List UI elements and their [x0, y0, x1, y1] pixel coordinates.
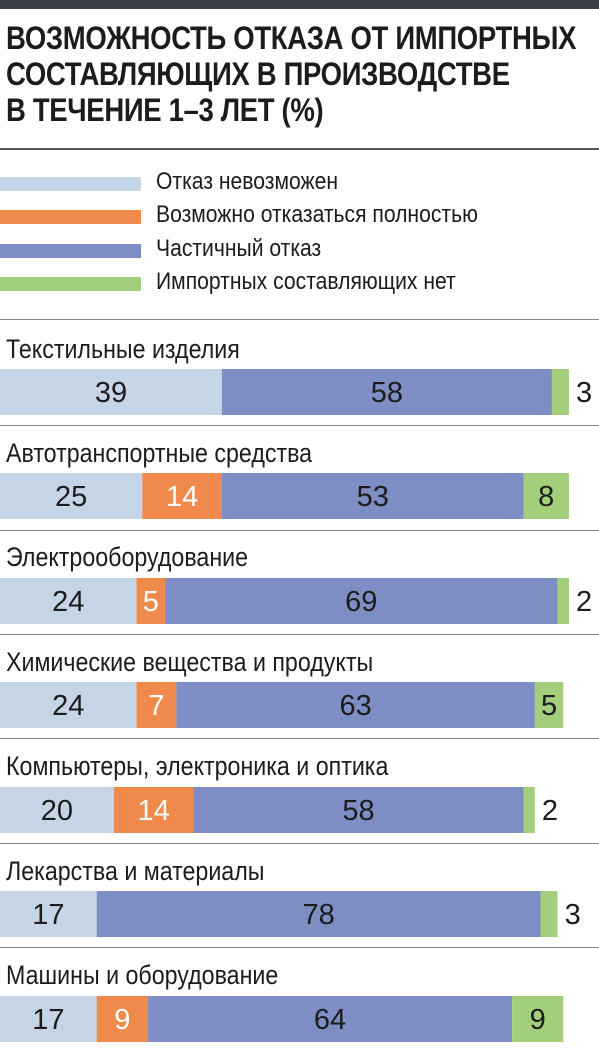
data-label-partial: 78	[303, 899, 335, 931]
row-divider	[0, 425, 599, 426]
bar-segment-full	[142, 473, 222, 519]
data-label-none: 8	[538, 481, 554, 513]
legend-item-partial: Частичный отказ	[0, 232, 599, 262]
category-label-vehicles: Автотранспортные средства	[6, 438, 313, 468]
legend-label-full: Возможно отказаться полностью	[156, 201, 478, 228]
chart-title-line-2: СОСТАВЛЯЮЩИХ В ПРОИЗВОДСТВЕ	[6, 56, 510, 92]
data-label-full: 14	[166, 481, 198, 513]
data-label-none: 3	[565, 899, 581, 931]
bar-segment-partial	[176, 682, 535, 728]
row-divider	[0, 843, 599, 844]
bar-segment-partial	[147, 996, 513, 1042]
bar-segment-impossible	[0, 369, 222, 415]
category-label-pharma: Лекарства и материалы	[6, 856, 265, 886]
legend-swatch-full	[0, 210, 141, 224]
data-label-impossible: 17	[32, 899, 64, 931]
legend-swatch-impossible	[0, 177, 141, 191]
bar-segment-none	[512, 996, 564, 1042]
bar-segment-partial	[165, 578, 558, 624]
data-label-partial: 53	[357, 481, 389, 513]
top-accent-bar	[0, 0, 599, 9]
bar-segment-impossible	[0, 578, 137, 624]
data-label-none: 9	[530, 1004, 546, 1036]
data-label-impossible: 39	[95, 377, 127, 409]
data-label-partial: 58	[371, 377, 403, 409]
legend-item-full: Возможно отказаться полностью	[0, 198, 599, 228]
row-divider	[0, 947, 599, 948]
legend-item-none: Импортных составляющих нет	[0, 265, 599, 295]
row-divider	[0, 738, 599, 739]
chart-title: ВОЗМОЖНОСТЬ ОТКАЗА ОТ ИМПОРТНЫХ СОСТАВЛЯ…	[6, 20, 596, 128]
data-label-partial: 63	[339, 690, 371, 722]
data-label-partial: 58	[342, 795, 374, 827]
bar-segment-full	[136, 682, 177, 728]
row-divider	[0, 530, 599, 531]
data-label-full: 7	[148, 690, 164, 722]
data-label-full: 14	[137, 795, 169, 827]
category-label-chemicals: Химические вещества и продукты	[6, 647, 374, 677]
chart-title-line-1: ВОЗМОЖНОСТЬ ОТКАЗА ОТ ИМПОРТНЫХ	[6, 20, 577, 56]
legend-item-impossible: Отказ невозможен	[0, 165, 599, 195]
data-label-full: 5	[143, 586, 159, 618]
data-label-none: 2	[542, 795, 558, 827]
title-divider	[0, 148, 599, 150]
bar-segment-none	[557, 578, 569, 624]
bar-segment-full	[113, 787, 194, 833]
data-label-full: 9	[114, 1004, 130, 1036]
data-label-impossible: 24	[52, 690, 84, 722]
bar-segment-full	[96, 996, 148, 1042]
data-label-partial: 69	[345, 586, 377, 618]
bar-segment-impossible	[0, 682, 137, 728]
legend-label-impossible: Отказ невозможен	[156, 168, 339, 195]
data-label-impossible: 24	[52, 586, 84, 618]
bar-segment-partial	[193, 787, 524, 833]
bar-segment-full	[136, 578, 166, 624]
chart-title-line-3: В ТЕЧЕНИЕ 1–3 ЛЕТ (%)	[6, 92, 324, 128]
bar-segment-impossible	[0, 996, 97, 1042]
bar-segment-partial	[221, 473, 524, 519]
bar-segment-none	[540, 891, 558, 937]
data-label-none: 5	[541, 690, 557, 722]
category-label-textiles: Текстильные изделия	[6, 334, 240, 364]
legend-swatch-partial	[0, 244, 141, 258]
category-label-electrical: Электрооборудование	[6, 542, 249, 572]
bar-segment-impossible	[0, 473, 143, 519]
bar-segment-impossible	[0, 891, 97, 937]
bar-segment-none	[523, 787, 535, 833]
bar-segment-partial	[221, 369, 552, 415]
category-label-machinery: Машины и оборудование	[6, 960, 279, 990]
legend-label-none: Импортных составляющих нет	[156, 268, 456, 295]
data-label-partial: 64	[314, 1004, 346, 1036]
row-divider	[0, 634, 599, 635]
category-label-computers: Компьютеры, электроника и оптика	[6, 751, 389, 781]
legend-divider	[0, 319, 599, 320]
data-label-impossible: 25	[55, 481, 87, 513]
data-label-none: 2	[576, 586, 592, 618]
bar-segment-none	[523, 473, 569, 519]
data-label-none: 3	[576, 377, 592, 409]
legend-label-partial: Частичный отказ	[156, 235, 322, 262]
bar-segment-impossible	[0, 787, 114, 833]
data-label-impossible: 20	[41, 795, 73, 827]
bar-segment-none	[534, 682, 564, 728]
data-label-impossible: 17	[32, 1004, 64, 1036]
bar-segment-partial	[96, 891, 541, 937]
bar-segment-none	[551, 369, 569, 415]
legend-swatch-none	[0, 277, 141, 291]
